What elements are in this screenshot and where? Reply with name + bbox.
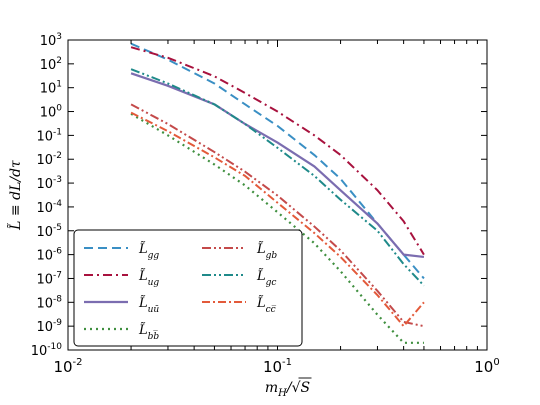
legend-label: L̃gg (138, 241, 159, 261)
x-axis-title: mH/√S (265, 380, 310, 399)
y-tick-label: 10-1 (36, 127, 62, 144)
y-tick-label: 10-3 (36, 175, 62, 192)
y-tick-label: 103 (40, 32, 62, 49)
x-tick-label: 10-2 (53, 357, 82, 376)
x-tick-label: 10-1 (263, 357, 292, 376)
y-tick-label: 100 (40, 104, 63, 121)
y-tick-label: 10-8 (36, 294, 62, 311)
y-tick-label: 10-7 (36, 270, 62, 287)
series-line-u-2 (130, 72, 425, 259)
series-layer (130, 42, 425, 344)
axes: 103 102 101 100 10-1 10-2 10-3 10-4 10-5 10-6 10-7… (6, 32, 499, 399)
y-tick-label: 10-9 (36, 318, 62, 335)
y-tick-label: 102 (40, 56, 62, 73)
series-line-cc-6 (130, 111, 425, 328)
legend-label: L̃cc̅ (256, 295, 276, 315)
x-tick-label: 100 (474, 357, 499, 376)
legend-label: L̃gb (256, 241, 277, 261)
legend-label: L̃bb̅ (138, 322, 159, 342)
legend-label: L̃ug (138, 268, 159, 288)
legend-label: L̃gc (256, 268, 276, 288)
legend: L̃gg L̃ug L̃uū L̃bb̅ L̃gb L̃gc L̃cc̅ (73, 229, 303, 347)
y-tick-label: 10-4 (36, 199, 62, 216)
y-tick-label: 10-5 (36, 223, 62, 240)
series-line-gb-4 (130, 103, 425, 328)
y-tick-label: 10-6 (36, 247, 62, 264)
series-line-ug-1 (130, 46, 425, 256)
y-axis-title: L̃ ≡ dL/dτ (6, 160, 24, 231)
y-tick-label: 101 (40, 80, 62, 97)
legend-box (73, 229, 303, 347)
legend-label: L̃uū (138, 295, 159, 315)
y-tick-label: 10-2 (36, 151, 62, 168)
y-tick-label: 10-10 (31, 342, 63, 359)
